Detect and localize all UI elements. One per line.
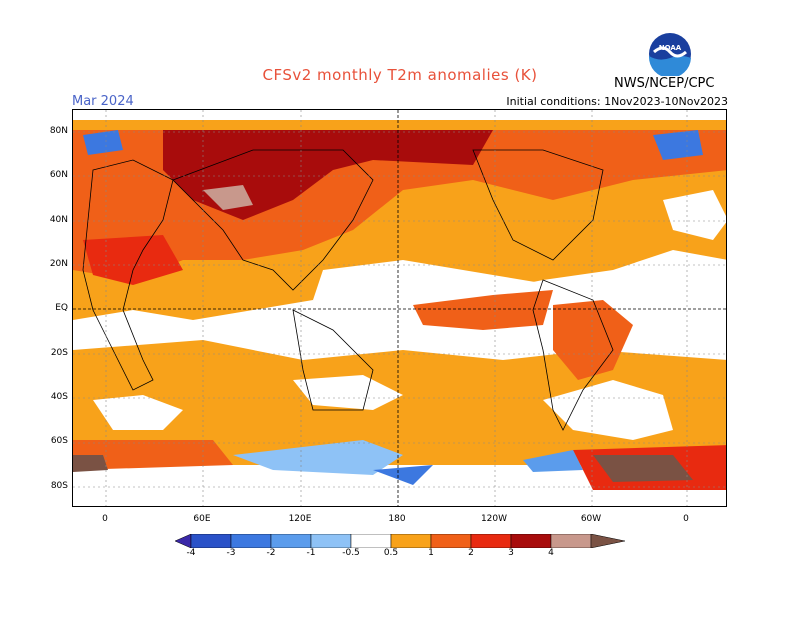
colorbar-label: -4 <box>186 548 196 558</box>
lat-label: 40N <box>49 215 68 225</box>
lat-label: 80S <box>50 481 68 491</box>
agency-label: NWS/NCEP/CPC <box>614 76 715 91</box>
colorbar-label: 3 <box>508 548 514 558</box>
anomaly-region <box>83 130 123 155</box>
anomaly-region <box>373 465 433 485</box>
anomaly-region <box>413 290 553 330</box>
lat-label: 20N <box>49 259 68 269</box>
lon-label: 120W <box>480 514 508 524</box>
colorbar-bin <box>390 533 432 549</box>
colorbar-label: -2 <box>266 548 276 558</box>
anomaly-map <box>72 109 727 507</box>
colorbar-label: 2 <box>468 548 474 558</box>
lon-label: 60E <box>193 514 211 524</box>
chart-title: CFSv2 monthly T2m anomalies (K) <box>262 66 538 84</box>
anomaly-region <box>93 395 183 430</box>
initial-conditions: Initial conditions: 1Nov2023-10Nov2023 <box>506 95 728 108</box>
anomaly-region <box>543 380 673 440</box>
anomaly-region <box>203 185 253 210</box>
colorbar-bin <box>510 533 552 549</box>
colorbar <box>174 533 627 552</box>
valid-month: Mar 2024 <box>72 94 134 109</box>
lon-label: 0 <box>102 514 108 524</box>
anomaly-region <box>523 450 583 472</box>
colorbar-label: 0.5 <box>383 548 399 558</box>
colorbar-bin <box>350 533 392 549</box>
anomaly-region <box>663 190 726 240</box>
colorbar-bin <box>550 533 592 549</box>
colorbar-bin <box>270 533 312 549</box>
lat-label: 60S <box>50 436 68 446</box>
lat-label: 20S <box>50 348 68 358</box>
lon-label: 0 <box>683 514 689 524</box>
colorbar-label: -1 <box>306 548 316 558</box>
lon-label: 60W <box>580 514 602 524</box>
anomaly-region <box>653 130 703 160</box>
colorbar-bin <box>470 533 512 549</box>
colorbar-label: 4 <box>548 548 554 558</box>
anomaly-region <box>73 465 726 506</box>
lat-label: 80N <box>49 126 68 136</box>
lat-label: EQ <box>55 303 68 313</box>
colorbar-bin <box>190 533 232 549</box>
lon-label: 180 <box>388 514 406 524</box>
colorbar-bin <box>174 533 192 549</box>
logo: NOAA <box>648 32 692 80</box>
lat-label: 60N <box>49 170 68 180</box>
logo-text: NOAA <box>659 44 682 52</box>
colorbar-label: -0.5 <box>342 548 360 558</box>
lon-label: 120E <box>288 514 312 524</box>
anomaly-region <box>73 440 233 470</box>
lat-lon-grid <box>73 110 726 506</box>
colorbar-label: 1 <box>428 548 434 558</box>
anomaly-region <box>233 440 403 475</box>
anomaly-region <box>73 455 108 472</box>
anomaly-region <box>293 375 403 410</box>
coastlines <box>82 149 614 431</box>
anomaly-region <box>83 235 183 285</box>
lat-label: 40S <box>50 392 68 402</box>
colorbar-bin <box>310 533 352 549</box>
anomaly-region <box>593 455 693 482</box>
anomaly-region <box>553 300 633 380</box>
colorbar-label: -3 <box>226 548 236 558</box>
colorbar-bin <box>430 533 472 549</box>
colorbar-bin <box>590 533 626 549</box>
colorbar-bin <box>230 533 272 549</box>
